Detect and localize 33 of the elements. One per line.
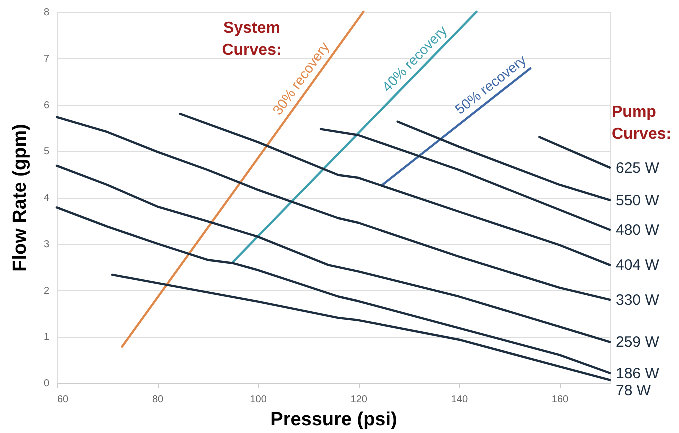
x-tick-label: 100: [250, 394, 268, 406]
x-tick-label: 60: [58, 394, 70, 406]
series-label: 186 W: [616, 365, 660, 382]
y-tick-label: 7: [44, 54, 50, 65]
y-tick-label: 6: [44, 100, 50, 112]
annotation: System Curves:: [222, 20, 282, 59]
y-tick-label: 1: [44, 332, 50, 344]
line-series: [56, 116, 612, 302]
y-tick-label: 0: [44, 378, 50, 390]
series-label: 480 W: [616, 222, 660, 239]
line-series: [56, 206, 612, 374]
y-tick-label: 8: [44, 8, 50, 18]
series-label: 550 W: [616, 192, 660, 210]
line-series: [111, 274, 612, 382]
series-label: 625 W: [616, 160, 660, 177]
line-series: [56, 164, 612, 344]
y-tick-label: 2: [44, 286, 50, 297]
y-axis-title: Flow Rate (gpm): [10, 124, 31, 272]
y-tick-label: 4: [44, 193, 50, 204]
x-tick-label: 120: [350, 394, 368, 406]
line-series: [396, 120, 612, 202]
y-tick-label: 3: [44, 239, 50, 250]
x-tick-label: 140: [451, 394, 468, 406]
series-label: 259 W: [616, 334, 660, 352]
y-tick-label: 5: [44, 146, 50, 158]
x-axis-title: Pressure (psi): [270, 410, 398, 430]
series-label: 330 W: [616, 292, 660, 309]
x-tick-label: 80: [152, 394, 164, 406]
series-label: 78 W: [616, 382, 652, 400]
series-label: 404 W: [616, 257, 660, 274]
x-tick-label: 160: [552, 394, 570, 406]
text: Pump Curves:: [612, 104, 672, 143]
line-series: [320, 128, 612, 232]
